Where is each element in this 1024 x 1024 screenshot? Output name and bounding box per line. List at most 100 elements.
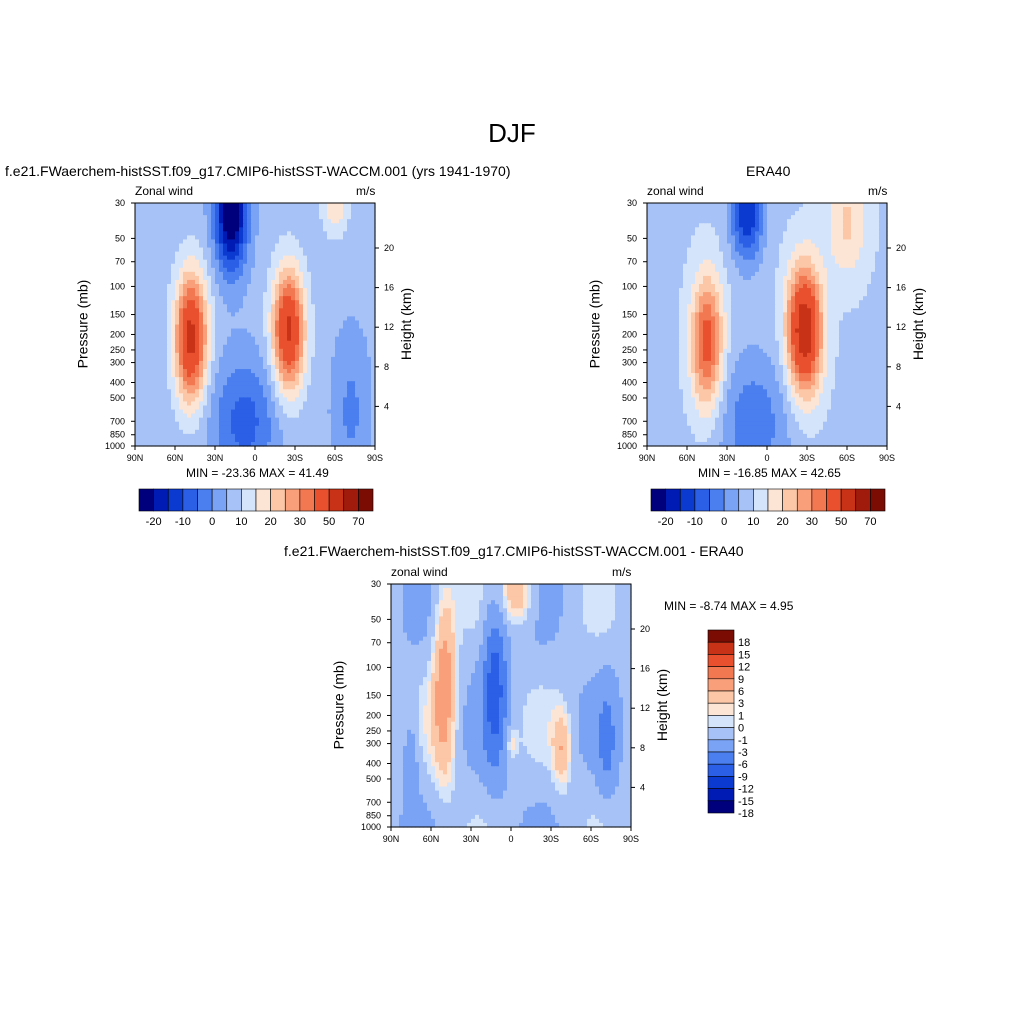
contour-cell <box>671 231 676 236</box>
contour-cell <box>647 247 652 253</box>
contour-cell <box>175 279 180 285</box>
contour-cell <box>191 328 196 334</box>
contour-cell <box>227 275 232 281</box>
contour-cell <box>179 296 184 301</box>
contour-cell <box>651 259 656 265</box>
contour-cell <box>215 215 220 220</box>
contour-cell <box>163 267 168 273</box>
contour-cell <box>211 352 216 358</box>
contour-cell <box>359 332 364 338</box>
contour-cell <box>219 243 224 249</box>
contour-cell <box>175 360 180 366</box>
contour-cell <box>275 381 280 386</box>
contour-cell <box>135 389 140 394</box>
contour-cell <box>179 239 184 245</box>
contour-cell <box>307 279 312 285</box>
contour-cell <box>343 441 348 447</box>
contour-cell <box>847 227 852 232</box>
contour-cell <box>211 421 216 427</box>
contour-cell <box>759 243 764 249</box>
contour-cell <box>343 243 348 249</box>
contour-cell <box>807 255 812 261</box>
contour-cell <box>255 340 260 346</box>
contour-cell <box>319 231 324 236</box>
contour-cell <box>735 267 740 273</box>
contour-cell <box>287 377 292 382</box>
contour-cell <box>303 300 308 305</box>
contour-cell <box>139 385 144 390</box>
contour-cell <box>707 231 712 236</box>
contour-cell <box>767 207 772 212</box>
contour-cell <box>199 377 204 382</box>
contour-cell <box>187 393 192 398</box>
contour-cell <box>139 203 144 208</box>
contour-cell <box>263 369 268 374</box>
contour-cell <box>359 413 364 419</box>
contour-cell <box>675 292 680 297</box>
contour-cell <box>279 381 284 386</box>
contour-cell <box>847 284 852 289</box>
contour-cell <box>147 227 152 232</box>
contour-cell <box>319 360 324 366</box>
contour-cell <box>651 279 656 285</box>
contour-cell <box>135 223 140 228</box>
contour-cell <box>187 316 192 322</box>
contour-cell <box>307 227 312 232</box>
contour-cell <box>243 421 248 427</box>
contour-cell <box>227 429 232 435</box>
contour-cell <box>191 207 196 212</box>
contour-cell <box>331 413 336 419</box>
contour-cell <box>255 203 260 208</box>
contour-cell <box>723 271 728 277</box>
contour-cell <box>371 324 376 330</box>
contour-cell <box>359 255 364 261</box>
contour-cell <box>231 429 236 435</box>
contour-cell <box>231 271 236 277</box>
contour-cell <box>675 263 680 269</box>
contour-cell <box>235 344 240 350</box>
contour-cell <box>691 223 696 228</box>
contour-cell <box>159 279 164 285</box>
contour-cell <box>307 393 312 398</box>
contour-cell <box>815 259 820 265</box>
contour-cell <box>223 433 228 439</box>
contour-cell <box>315 292 320 297</box>
contour-cell <box>207 344 212 350</box>
contour-cell <box>847 243 852 249</box>
contour-cell <box>159 316 164 322</box>
contour-cell <box>703 247 708 253</box>
contour-cell <box>151 352 156 358</box>
contour-cell <box>187 324 192 330</box>
contour-cell <box>163 373 168 378</box>
contour-cell <box>683 235 688 241</box>
contour-cell <box>367 279 372 285</box>
contour-cell <box>271 340 276 346</box>
contour-cell <box>267 369 272 374</box>
contour-cell <box>783 231 788 236</box>
contour-cell <box>803 279 808 285</box>
contour-cell <box>735 239 740 245</box>
contour-cell <box>235 373 240 378</box>
contour-cell <box>735 251 740 257</box>
contour-cell <box>147 365 152 370</box>
contour-cell <box>227 381 232 386</box>
contour-cell <box>355 267 360 273</box>
contour-cell <box>699 275 704 281</box>
contour-cell <box>207 215 212 220</box>
contour-cell <box>759 235 764 241</box>
contour-cell <box>207 373 212 378</box>
contour-cell <box>275 405 280 411</box>
contour-cell <box>167 393 172 398</box>
contour-cell <box>235 235 240 241</box>
contour-cell <box>155 275 160 281</box>
contour-cell <box>295 255 300 261</box>
panel1-variable-label: Zonal wind <box>135 184 194 198</box>
contour-cell <box>315 284 320 289</box>
contour-cell <box>735 271 740 277</box>
contour-cell <box>179 344 184 350</box>
contour-cell <box>771 284 776 289</box>
contour-cell <box>883 219 888 224</box>
contour-cell <box>323 271 328 277</box>
contour-cell <box>875 239 880 245</box>
contour-cell <box>335 284 340 289</box>
